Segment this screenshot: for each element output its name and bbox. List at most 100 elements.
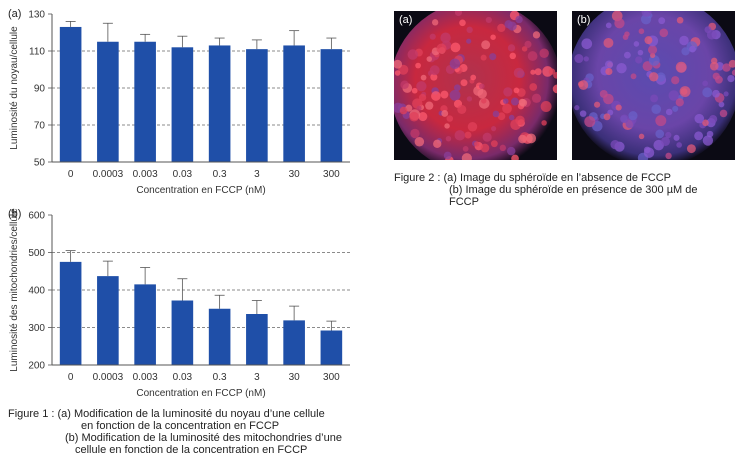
spheroid-a-cell (479, 83, 485, 90)
spheroid-a-cell (445, 135, 452, 142)
chart-a-xtick-label: 30 (289, 169, 301, 180)
spheroid-b-cell (630, 73, 637, 80)
chart-b-bar (320, 330, 343, 365)
spheroid-b-cell (671, 76, 680, 85)
spheroid-b-cell (655, 115, 667, 127)
spheroid-b-cell (679, 35, 689, 46)
spheroid-image-b: (b) (572, 11, 735, 160)
spheroid-b-cell (723, 91, 729, 97)
spheroid-a-cell (492, 110, 500, 118)
chart-a-ytick-label: 50 (34, 158, 46, 169)
spheroid-a-cell (481, 98, 487, 104)
spheroid-b-cell (655, 129, 665, 139)
spheroid-a-cell (552, 84, 557, 94)
spheroid-b-cell (702, 135, 714, 146)
spheroid-b-cell (620, 114, 629, 124)
spheroid-a-cell (474, 141, 480, 147)
chart-b-xtick-label: 30 (289, 372, 301, 383)
spheroid-a-cell (416, 81, 427, 92)
spheroid-b-cell (628, 111, 638, 121)
spheroid-b-cell (658, 17, 666, 25)
chart-b-ytick-label: 400 (28, 286, 45, 297)
spheroid-a-cell (502, 98, 509, 104)
spheroid-a-cell (489, 53, 497, 61)
spheroid-b-cell (665, 108, 673, 116)
figure1-caption-line2: en fonction de la concentration en FCCP (81, 420, 280, 432)
figure1-caption: Figure 1 : (a) Modification de la lumino… (8, 408, 342, 456)
spheroid-a-cell (529, 83, 538, 91)
spheroid-a-cell (449, 58, 461, 70)
spheroid-a-cell (553, 72, 557, 79)
spheroid-b-cell (665, 152, 672, 160)
chart-a-xtick-label: 0.0003 (93, 169, 124, 180)
spheroid-b-cell (675, 98, 684, 107)
spheroid-a-cell (526, 133, 537, 144)
chart-b-bar (97, 276, 119, 365)
spheroid-b-cell (643, 147, 655, 158)
spheroid-a-cell (409, 111, 419, 122)
spheroid-b-cell (656, 72, 666, 82)
spheroid-b-cell (594, 101, 601, 108)
spheroid-a-cell (518, 98, 526, 106)
spheroid-b-cell (625, 119, 635, 129)
spheroid-b-cell (702, 80, 708, 87)
spheroid-b-cell (694, 131, 704, 141)
spheroid-a-cell (502, 103, 512, 114)
spheroid-b-cell (638, 133, 645, 140)
spheroid-b-cell (605, 60, 614, 69)
chart-b-xtick-label: 0.3 (213, 372, 227, 383)
spheroid-a-cell (459, 19, 466, 27)
spheroid-a-cell (461, 153, 472, 160)
spheroid-a-cell (499, 144, 507, 152)
spheroid-a-cell (548, 68, 556, 75)
chart-a-ytick-label: 90 (34, 84, 46, 95)
spheroid-a-cell (440, 32, 451, 43)
spheroid-b-cell (686, 144, 696, 154)
chart-a-xtick-label: 0.03 (173, 169, 193, 180)
spheroid-a-cell (466, 96, 473, 102)
spheroid-b-cell (715, 75, 723, 84)
chart-b-bar (208, 308, 231, 365)
spheroid-a-cell (510, 97, 519, 106)
spheroid-b-cell (719, 109, 728, 118)
spheroid-a-cell (450, 42, 461, 53)
spheroid-a-graphic (394, 11, 557, 160)
spheroid-b-cell (668, 90, 680, 101)
spheroid-b-cell (614, 18, 625, 29)
spheroid-a-cell (511, 154, 519, 160)
chart-b-xtick-label: 300 (323, 372, 340, 383)
figure2-caption: Figure 2 : (a) Image du sphéroïde en l’a… (394, 172, 698, 208)
spheroid-a-cell (524, 40, 532, 48)
spheroid-a-cell (394, 59, 403, 69)
figure2-caption-line2: (b) Image du sphéroïde en présence de 30… (449, 184, 698, 196)
spheroid-b-cell (659, 28, 669, 38)
spheroid-a-cell (443, 151, 452, 160)
spheroid-a-cell (481, 40, 491, 50)
spheroid-a-cell (400, 80, 409, 89)
chart-b-xtick-label: 3 (254, 372, 260, 383)
chart-a-ytick-label: 70 (34, 121, 46, 132)
chart-a-bar (283, 45, 305, 163)
spheroid-a-cell (418, 112, 428, 122)
spheroid-a-cell (418, 93, 427, 102)
spheroid-b-cell (605, 22, 612, 29)
spheroid-b-cell (644, 36, 653, 45)
spheroid-a-cell (415, 62, 421, 69)
figure2-caption-line1: Figure 2 : (a) Image du sphéroïde en l’a… (394, 172, 671, 184)
chart-a-bar (97, 41, 119, 162)
spheroid-a-cell (539, 48, 549, 59)
spheroid-b-graphic (572, 11, 735, 160)
spheroid-b-cell (706, 29, 717, 40)
spheroid-b-cell (603, 113, 611, 121)
spheroid-a-cell (480, 143, 490, 153)
spheroid-a-cell (411, 87, 418, 94)
chart-a-bar (320, 49, 343, 162)
spheroid-a-cell (518, 134, 527, 144)
spheroid-a-cell (399, 106, 408, 115)
spheroid-a-cell (497, 112, 506, 121)
spheroid-b-cell (660, 136, 670, 146)
chart-a: 50 70 90 110 130 0 0.0003 0.003 0.03 0.3 3 30 300 Con… (9, 10, 350, 196)
spheroid-b-label: (b) (577, 14, 591, 26)
spheroid-b-cell (681, 47, 690, 56)
spheroid-a-cell (464, 131, 472, 139)
